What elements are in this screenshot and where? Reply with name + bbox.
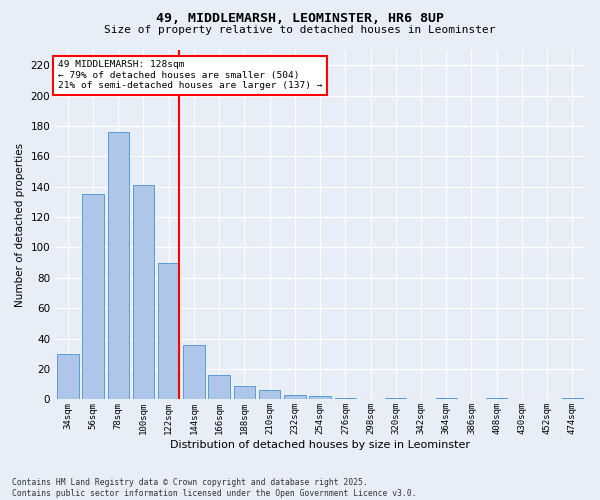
Bar [183,344,205,400]
Text: Size of property relative to detached houses in Leominster: Size of property relative to detached ho… [104,25,496,35]
X-axis label: Distribution of detached houses by size in Leominster: Distribution of detached houses by size … [170,440,470,450]
Y-axis label: Number of detached properties: Number of detached properties [15,142,25,307]
Bar [284,395,305,400]
Bar [82,194,104,400]
Bar [436,398,457,400]
Bar [335,398,356,400]
Text: 49, MIDDLEMARSH, LEOMINSTER, HR6 8UP: 49, MIDDLEMARSH, LEOMINSTER, HR6 8UP [156,12,444,26]
Text: Contains HM Land Registry data © Crown copyright and database right 2025.
Contai: Contains HM Land Registry data © Crown c… [12,478,416,498]
Bar [57,354,79,400]
Text: 49 MIDDLEMARSH: 128sqm
← 79% of detached houses are smaller (504)
21% of semi-de: 49 MIDDLEMARSH: 128sqm ← 79% of detached… [58,60,322,90]
Bar [385,398,406,400]
Bar [486,398,508,400]
Bar [562,398,583,400]
Bar [310,396,331,400]
Bar [208,375,230,400]
Bar [158,262,179,400]
Bar [133,185,154,400]
Bar [259,390,280,400]
Bar [107,132,129,400]
Bar [233,386,255,400]
